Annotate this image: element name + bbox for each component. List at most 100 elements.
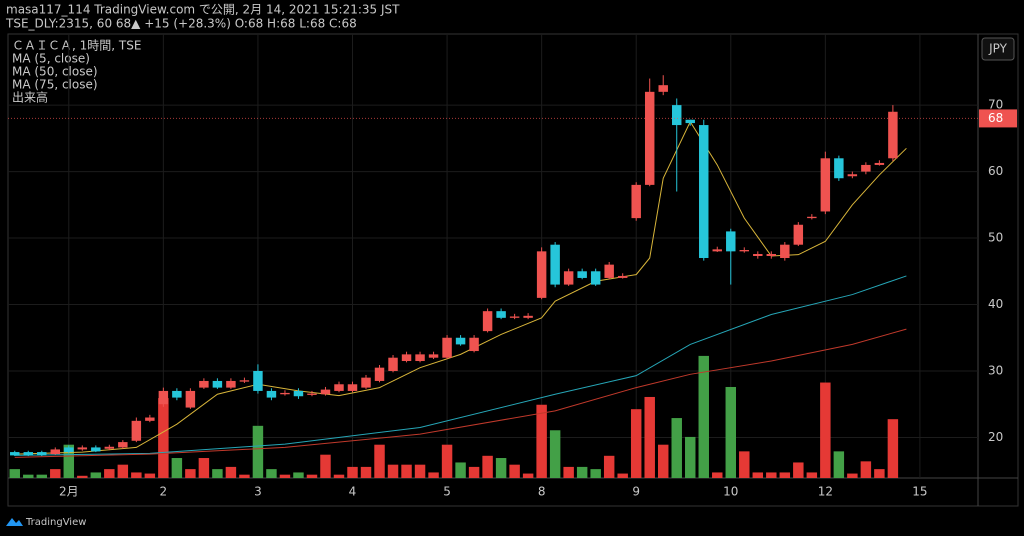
candle-body — [401, 354, 412, 362]
candle-body — [334, 384, 344, 391]
footer: TradingView — [25, 517, 86, 528]
y-tick-label: 20 — [988, 430, 1003, 444]
volume-bar — [131, 472, 142, 478]
candle-body — [388, 357, 398, 371]
candle-body — [77, 447, 88, 450]
candle-body — [820, 158, 831, 212]
candle-body — [131, 420, 142, 441]
volume-bar — [712, 472, 723, 478]
volume-bar — [482, 455, 493, 478]
volume-bar — [522, 473, 534, 478]
volume-bar — [117, 464, 129, 478]
y-tick-label: 50 — [988, 231, 1003, 245]
candle-body — [577, 271, 587, 278]
volume-bar — [860, 461, 872, 478]
candle-body — [307, 393, 317, 395]
volume-bar — [455, 462, 466, 478]
ma-line — [14, 275, 907, 456]
volume-bar — [279, 474, 291, 478]
candle-body — [442, 337, 452, 358]
candle-body — [753, 254, 763, 256]
candle-body — [199, 380, 209, 388]
candle-body — [509, 316, 520, 318]
volume-bar — [428, 472, 439, 478]
candle-body — [185, 390, 196, 408]
candle-body — [293, 390, 304, 397]
volume-bar — [603, 455, 615, 478]
candle-body — [793, 224, 804, 245]
volume-bar — [414, 464, 426, 478]
x-tick-label: 2 — [160, 485, 168, 499]
header-line2: TSE_DLY:2315, 60 68▲ +15 (+28.3%) O:68 H… — [5, 17, 357, 31]
candle-body — [118, 442, 128, 448]
candle-body — [10, 452, 20, 456]
candle-body — [239, 380, 250, 382]
volume-bar — [252, 425, 264, 478]
volume-bar — [820, 382, 831, 478]
volume-bar — [387, 464, 399, 478]
volume-bar — [725, 386, 736, 478]
volume-bar — [833, 451, 845, 478]
candle-body — [158, 390, 169, 405]
volume-bar — [617, 473, 628, 478]
candle-body — [361, 377, 371, 388]
candle-body — [861, 164, 871, 172]
candle-body — [658, 85, 668, 92]
volume-bar — [644, 396, 655, 478]
candle-body — [145, 417, 155, 421]
y-tick-label: 40 — [988, 297, 1003, 311]
x-tick-label: 4 — [349, 485, 357, 499]
volume-bar — [23, 474, 34, 478]
candle-body — [834, 158, 844, 179]
candle-body — [888, 111, 898, 159]
volume-bar — [266, 469, 277, 478]
candle-body — [253, 370, 263, 391]
volume-bar — [306, 474, 318, 478]
volume-bar — [657, 444, 669, 478]
x-tick-label: 3 — [254, 485, 262, 499]
candle-body — [631, 184, 641, 219]
candle-body — [780, 244, 790, 258]
volume-bar — [347, 466, 358, 478]
volume-bar — [90, 472, 102, 478]
volume-bar — [401, 464, 412, 478]
candle-body — [874, 162, 885, 165]
currency[interactable]: JPY — [988, 42, 1008, 56]
candle-body — [739, 250, 750, 252]
candle-body — [699, 125, 709, 258]
candle-body — [563, 271, 574, 285]
volume-bar — [320, 454, 331, 478]
candle-body — [726, 231, 736, 252]
volume-bar — [685, 436, 696, 478]
volume-bar — [779, 472, 791, 478]
candle-body — [23, 452, 33, 456]
volume-bar — [468, 466, 480, 478]
x-tick-label: 12 — [818, 485, 833, 499]
volume-bar — [563, 466, 574, 478]
volume-bar — [576, 466, 588, 478]
logo — [6, 518, 23, 526]
volume-bar — [171, 458, 183, 478]
candle-body — [847, 174, 858, 177]
candle-body — [37, 452, 47, 456]
candle-body — [50, 449, 61, 455]
volume-bar — [874, 469, 885, 478]
volume-bar — [360, 466, 372, 478]
volume-bar — [549, 430, 561, 478]
x-tick-label: 2月 — [59, 485, 79, 499]
candle-body — [347, 384, 358, 391]
volume-bar — [766, 472, 777, 478]
currency-box[interactable] — [981, 37, 1015, 61]
candle-body — [550, 244, 560, 285]
legend-item: MA (75, close) — [12, 78, 98, 92]
volume-bar — [495, 458, 507, 478]
candle-body — [766, 254, 777, 256]
x-tick-label: 10 — [723, 485, 738, 499]
candle-body — [604, 264, 614, 278]
candle-body — [590, 271, 601, 285]
volume-bar — [630, 409, 642, 478]
volume-bar — [752, 472, 764, 478]
volume-bar — [9, 469, 20, 478]
